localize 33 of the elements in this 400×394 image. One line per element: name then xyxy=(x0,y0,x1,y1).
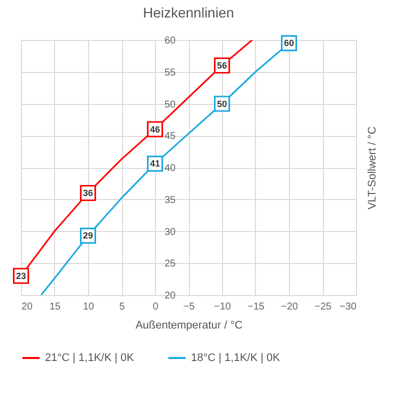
data-label: 46 xyxy=(150,124,160,134)
y-tick-label: 40 xyxy=(164,163,176,174)
y-tick-label: 45 xyxy=(164,131,176,142)
x-tick-label: 0 xyxy=(152,302,159,312)
legend-label: 18°C | 1,1K/K | 0K xyxy=(191,352,281,364)
y-tick-label: 60 xyxy=(164,36,176,46)
y-tick-label: 55 xyxy=(164,67,176,78)
data-label: 23 xyxy=(16,270,26,281)
data-label: 60 xyxy=(284,38,294,48)
x-tick-label: −5 xyxy=(183,302,196,312)
x-tick-label: 15 xyxy=(49,302,61,312)
data-label: 50 xyxy=(216,98,228,109)
x-tick-label: −10 xyxy=(214,302,232,312)
y-tick-label: 50 xyxy=(164,99,176,110)
x-tick-label: 10 xyxy=(82,302,94,312)
y-axis-title: VLT-Sollwert / °C xyxy=(366,126,378,210)
x-tick-label: −20 xyxy=(281,302,298,312)
data-label: 36 xyxy=(82,188,94,198)
data-label: 29 xyxy=(82,230,94,241)
y-tick-label: 20 xyxy=(164,290,176,302)
y-tick-label: 30 xyxy=(164,226,176,238)
x-tick-label: −15 xyxy=(248,302,265,312)
x-axis-title: Außentemperatur / °C xyxy=(135,320,243,332)
x-tick-label: 20 xyxy=(22,302,34,312)
x-tick-label: −25 xyxy=(314,302,332,312)
x-tick-label: 5 xyxy=(119,302,126,312)
data-label: 41 xyxy=(150,158,160,169)
legend-label: 21°C | 1,1K/K | 0K xyxy=(45,352,135,364)
data-label: 56 xyxy=(216,60,228,70)
x-tick-label: −30 xyxy=(340,302,357,312)
y-tick-label: 25 xyxy=(164,258,176,270)
chart-title: Heizkennlinien xyxy=(142,4,234,21)
y-tick-label: 35 xyxy=(164,194,176,206)
